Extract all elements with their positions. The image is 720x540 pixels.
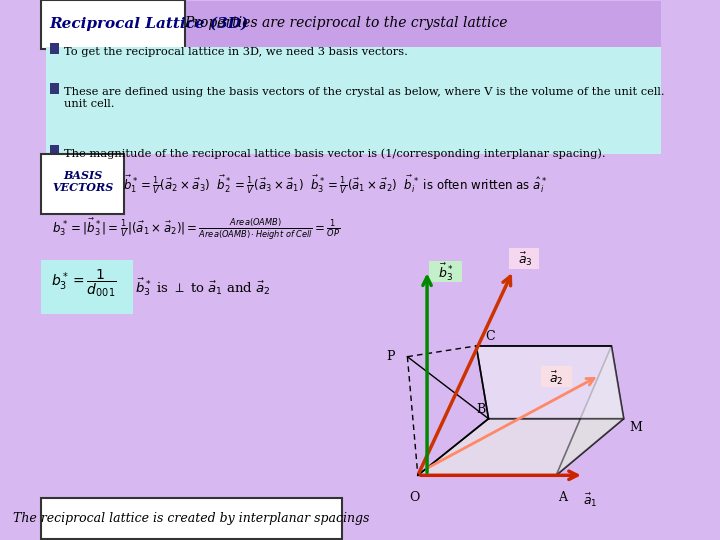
FancyBboxPatch shape — [50, 83, 59, 94]
Text: M: M — [629, 421, 642, 434]
Text: C: C — [485, 330, 495, 343]
Text: The reciprocal lattice is created by interplanar spacings: The reciprocal lattice is created by int… — [14, 512, 370, 525]
Polygon shape — [476, 346, 624, 418]
Text: $\vec{b}_1^* = \frac{1}{V}(\vec{a}_2 \times \vec{a}_3)$  $\vec{b}_2^* = \frac{1}: $\vec{b}_1^* = \frac{1}{V}(\vec{a}_2 \ti… — [123, 174, 547, 197]
Text: These are defined using the basis vectors of the crystal as below, where V is th: These are defined using the basis vector… — [64, 87, 665, 109]
FancyBboxPatch shape — [50, 43, 59, 53]
Text: Properties are reciprocal to the crystal lattice: Properties are reciprocal to the crystal… — [184, 17, 508, 30]
FancyBboxPatch shape — [509, 248, 539, 269]
Text: B: B — [477, 403, 486, 416]
Text: $b_3^* = \dfrac{1}{d_{001}}$: $b_3^* = \dfrac{1}{d_{001}}$ — [51, 268, 117, 300]
Text: $b_3^* = |\vec{b}_3^*| = \frac{1}{V}|(\vec{a}_1 \times \vec{a}_2)| = \frac{Area(: $b_3^* = |\vec{b}_3^*| = \frac{1}{V}|(\v… — [52, 217, 341, 241]
Text: $\vec{b}_3^*$ is $\perp$ to $\vec{a}_1$ and $\vec{a}_2$: $\vec{b}_3^*$ is $\perp$ to $\vec{a}_1$ … — [135, 276, 271, 298]
Text: Reciprocal Lattice (3D): Reciprocal Lattice (3D) — [49, 16, 248, 31]
Text: BASIS
VECTORS: BASIS VECTORS — [52, 170, 114, 193]
Text: The magnitude of the reciprocal lattice basis vector is (1/corresponding interpl: The magnitude of the reciprocal lattice … — [64, 148, 606, 159]
FancyBboxPatch shape — [429, 261, 462, 282]
Text: To get the reciprocal lattice in 3D, we need 3 basis vectors.: To get the reciprocal lattice in 3D, we … — [64, 46, 408, 57]
FancyBboxPatch shape — [41, 498, 342, 539]
FancyBboxPatch shape — [41, 0, 186, 49]
FancyBboxPatch shape — [46, 46, 661, 154]
Text: $\vec{b}_3^*$: $\vec{b}_3^*$ — [438, 261, 454, 283]
FancyBboxPatch shape — [46, 1, 661, 46]
Text: $\vec{a}_1$: $\vec{a}_1$ — [582, 491, 597, 509]
Polygon shape — [556, 346, 624, 475]
FancyBboxPatch shape — [541, 366, 572, 387]
Text: $\vec{a}_3$: $\vec{a}_3$ — [518, 251, 533, 268]
Polygon shape — [418, 418, 624, 475]
Text: P: P — [387, 350, 395, 363]
Text: A: A — [558, 491, 567, 504]
FancyBboxPatch shape — [41, 154, 124, 214]
Text: O: O — [410, 491, 420, 504]
Text: $\vec{a}_2$: $\vec{a}_2$ — [549, 369, 563, 387]
FancyBboxPatch shape — [41, 260, 133, 314]
FancyBboxPatch shape — [50, 145, 59, 156]
